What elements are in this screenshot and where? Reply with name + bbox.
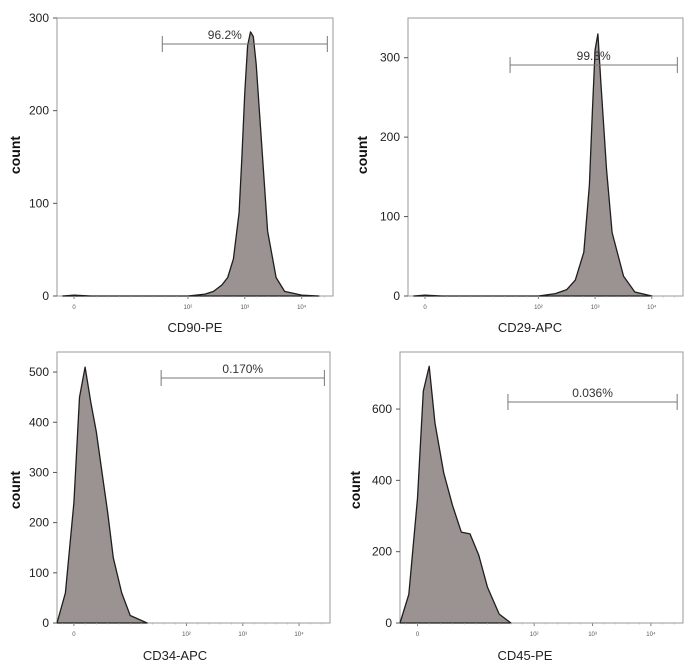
histogram-area [56,366,148,624]
y-tick-label: 100 [380,210,400,224]
gate-percentage-label: 96.2% [208,28,242,42]
gate-percentage-label: 0.170% [222,362,263,376]
y-axis-label: count [347,471,363,509]
y-tick-label: 400 [372,473,392,487]
plot-frame [56,351,331,624]
x-tick-label: 10⁴ [297,304,307,311]
x-axis-label: CD29-APC [498,320,562,335]
x-axis-label: CD90-PE [168,320,223,335]
y-tick-label: 300 [29,11,49,25]
x-tick-label: 10³ [588,632,597,638]
x-tick-label: 10² [534,305,543,311]
y-axis-label: count [7,471,23,509]
x-tick-label: 10³ [591,305,600,311]
y-tick-label: 100 [29,196,49,210]
plot-frame [399,351,684,624]
x-tick-label: 10⁴ [646,631,656,638]
x-axis-label: CD34-APC [143,648,207,663]
y-tick-label: 200 [29,104,49,118]
x-tick-label: 10⁴ [294,631,304,638]
x-tick-label: 10³ [240,305,249,311]
y-tick-label: 200 [29,516,49,530]
y-tick-label: 600 [372,402,392,416]
y-tick-label: 300 [380,51,400,65]
x-tick-label: 0 [416,632,420,638]
gate-percentage-label: 0.036% [572,386,613,400]
y-tick-label: 300 [29,465,49,479]
histogram-area [62,31,320,297]
y-axis-label: count [7,136,23,174]
y-tick-label: 0 [42,289,49,303]
y-tick-label: 400 [29,415,49,429]
y-tick-label: 200 [380,130,400,144]
x-tick-label: 0 [423,305,427,311]
plot-frame [56,17,334,297]
y-axis-label: count [354,136,370,174]
histogram-area [399,365,512,624]
x-axis-label: CD45-PE [498,648,553,663]
histogram-panel-cd90-pe: 0 100 200 300 0 10² 10³ 10⁴ 96.2% CD90-PE count [7,11,334,335]
histogram-panel-cd45-pe: 0 200 400 600 0 10² 10³ 10⁴ 0.036% CD45-PE count [347,351,684,663]
y-tick-label: 100 [29,566,49,580]
y-tick-label: 0 [385,616,392,630]
x-tick-label: 10⁴ [647,304,657,311]
x-tick-label: 0 [72,305,76,311]
x-tick-label: 0 [72,632,76,638]
histogram-area [413,33,653,297]
y-tick-label: 200 [372,545,392,559]
histogram-panel-cd34-apc: 0 100 200 300 400 500 0 10² 10³ 10⁴ 0.170% CD34-APC… [7,351,331,663]
y-tick-label: 500 [29,365,49,379]
histogram-panel-cd29-apc: 0 100 200 300 0 10² 10³ 10⁴ 99.3% CD29-APC count [354,17,684,335]
x-tick-label: 10³ [238,632,247,638]
gate-percentage-label: 99.3% [577,49,611,63]
y-tick-label: 0 [42,616,49,630]
x-tick-label: 10² [184,305,193,311]
x-tick-label: 10² [182,632,191,638]
plot-frame [407,17,684,297]
x-tick-label: 10² [530,632,539,638]
y-tick-label: 0 [393,289,400,303]
